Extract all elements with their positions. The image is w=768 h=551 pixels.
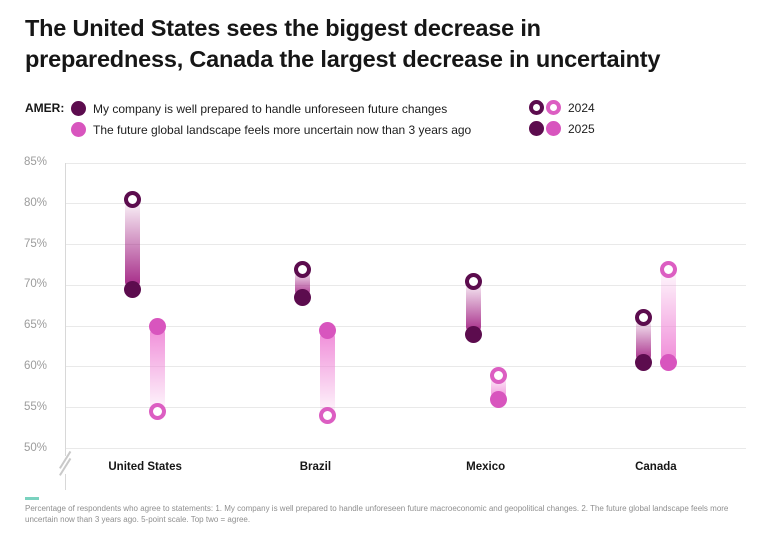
uncertain-series-dot-icon [71,122,86,137]
dumbbell-bar [660,269,676,363]
dot-2024-hollow [659,260,677,278]
dot-2024-hollow [124,191,142,209]
y-tick-label: 75% [24,237,48,250]
year-2024-pink-hollow-dot-icon [546,100,561,115]
y-tick-label: 65% [24,319,48,332]
gridline [65,366,746,368]
dot-2024-hollow [464,272,482,290]
dot-2025-filled [149,317,167,335]
x-category-label: Canada [635,461,677,473]
legend-year-2025: 2025 [529,121,595,136]
y-tick-label: 85% [24,156,48,168]
dot-2024-hollow [489,366,507,384]
footer-note: Percentage of respondents who agree to s… [25,504,729,524]
x-category-label: Brazil [299,461,332,473]
title-line-2: preparedness, Canada the largest decreas… [25,46,661,72]
year-2025-dark-filled-dot-icon [529,121,544,136]
dot-2024-hollow [634,309,652,327]
x-category-label: Mexico [466,461,506,473]
page-title: The United States sees the biggest decre… [25,13,661,75]
dot-2025-filled [634,354,652,372]
footer-accent-dash [25,497,39,500]
dot-2024-hollow [149,403,167,421]
gridline [65,203,746,205]
gridline [65,448,746,449]
year-label: 2024 [568,100,595,115]
axis-line [64,163,66,456]
y-tick-label: 55% [24,400,48,413]
y-tick-label: 50% [24,441,48,454]
year-2024-dark-hollow-dot-icon [529,100,544,115]
legend-year-2024: 2024 [529,100,595,115]
x-category-label: United States [108,461,182,473]
axis-line [64,474,66,490]
gridline [65,407,746,409]
dot-2025-filled [464,325,482,343]
y-tick-label: 70% [24,278,48,291]
dot-2024-hollow [294,260,312,278]
dot-2025-filled [294,289,312,307]
title-line-1: The United States sees the biggest decre… [25,15,541,41]
gridline [65,244,746,246]
dot-2025-filled [124,280,142,298]
legend-item-label: My company is well prepared to handle un… [93,101,448,116]
gridline [65,284,746,286]
legend-region-label: AMER: [25,101,65,115]
dumbbell-bar [320,330,336,416]
legend-item-label: The future global landscape feels more u… [93,122,472,137]
year-label: 2025 [568,121,595,136]
legend-item-uncertain: The future global landscape feels more u… [71,122,471,137]
dumbbell-bar [125,199,141,290]
y-tick-label: 80% [24,196,48,209]
dumbbell-bar [150,326,166,412]
legend-item-prepared: My company is well prepared to handle un… [71,101,447,116]
dot-2024-hollow [319,407,337,425]
y-tick-label: 60% [24,359,48,372]
dot-2025-filled [659,354,677,372]
year-2025-pink-filled-dot-icon [546,121,561,136]
dumbbell-bar [465,281,481,335]
dumbbell-bar [635,317,651,363]
gridline [65,162,746,164]
gridline [65,325,746,327]
dot-2025-filled [319,321,337,339]
prepared-series-dot-icon [71,101,86,116]
dot-2025-filled [489,391,507,409]
